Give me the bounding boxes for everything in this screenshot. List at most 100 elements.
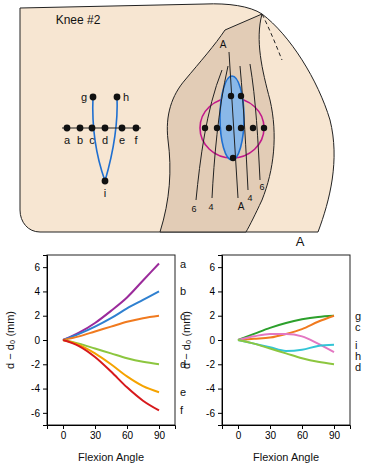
x-tick-mark (238, 425, 239, 429)
point-label: f (134, 134, 138, 146)
x-tick: 60 (122, 425, 134, 441)
x-tick: 90 (329, 425, 341, 441)
point-label: d (102, 134, 108, 146)
grid-dot (202, 125, 208, 131)
y-axis-title: d − d₀ (mm) (180, 311, 192, 369)
y-axis-line (43, 256, 48, 426)
point (114, 94, 121, 101)
x-axis: 0306090 (223, 425, 351, 441)
x-tick-mark (159, 425, 160, 429)
series-label: c (355, 321, 361, 333)
series-line (63, 340, 159, 410)
y-tick-mark (43, 316, 47, 317)
plot-area (63, 264, 159, 411)
y-tick: -6 (206, 408, 222, 419)
y-tick-label: -6 (206, 408, 215, 419)
series-label: b (180, 285, 186, 297)
point (133, 125, 140, 132)
x-axis-line (48, 426, 176, 430)
x-tick-mark (95, 425, 96, 429)
point-label: g (81, 91, 87, 103)
point-label: a (64, 134, 71, 146)
y-tick-mark (218, 267, 222, 268)
x-tick-label: 90 (329, 430, 341, 441)
line-chart: -6-4-202460306090Flexion Angled − d₀ (mm… (180, 255, 361, 463)
y-axis: -6-4-20246 (206, 256, 222, 426)
series-label: d (355, 361, 361, 373)
series-line (63, 316, 159, 340)
y-axis-line (218, 256, 223, 426)
plot-area (238, 316, 334, 365)
plot-frame (222, 255, 350, 425)
contour-line (196, 70, 222, 200)
y-tick-mark (218, 316, 222, 317)
y-tick: 4 (34, 286, 47, 297)
y-tick-mark (218, 340, 222, 341)
y-tick-mark (218, 413, 222, 414)
point (64, 125, 71, 132)
axis-label-letter: A (220, 39, 227, 50)
y-tick-mark (218, 364, 222, 365)
contour-label: 4 (247, 193, 252, 203)
grid-dot (214, 125, 220, 131)
y-tick: 4 (209, 286, 222, 297)
point-label: b (77, 134, 83, 146)
y-tick-label: -6 (31, 408, 40, 419)
point (102, 125, 109, 132)
y-tick-mark (43, 340, 47, 341)
y-tick: -4 (31, 383, 47, 394)
x-tick-label: 0 (61, 430, 67, 441)
y-tick-label: 0 (209, 335, 215, 346)
grid-dot (228, 93, 234, 99)
x-tick-mark (270, 425, 271, 429)
row-line (62, 128, 141, 129)
y-tick-label: -2 (31, 359, 40, 370)
x-tick-label: 90 (154, 430, 166, 441)
y-tick: 0 (34, 335, 47, 346)
plot-frame (47, 255, 175, 425)
line-chart: -6-4-202460306090Flexion Angled − d₀ (mm… (4, 255, 187, 463)
series-line (238, 340, 334, 351)
grid-dot (250, 125, 256, 131)
point (119, 125, 126, 132)
y-tick-mark (43, 364, 47, 365)
x-axis-title: Flexion Angle (78, 451, 144, 463)
y-tick-mark (218, 291, 222, 292)
y-tick: 0 (209, 335, 222, 346)
patella-curve (93, 97, 117, 181)
series-line (63, 291, 159, 340)
contour-label: 6 (191, 204, 196, 214)
grid-dot (238, 125, 244, 131)
grid-dot (226, 125, 232, 131)
grid-dot (230, 155, 236, 161)
x-tick-mark (127, 425, 128, 429)
x-axis-line (223, 426, 351, 430)
point (89, 125, 96, 132)
y-axis: -6 -4 -2 0 2 4 6 (31, 256, 47, 426)
contour-line (250, 64, 260, 180)
y-tick-label: 4 (34, 286, 40, 297)
y-tick-label: 6 (34, 262, 40, 273)
diagram-title: Knee #2 (56, 13, 101, 27)
bone-region (160, 14, 274, 232)
x-tick-label: 60 (297, 430, 309, 441)
y-tick-label: 2 (34, 310, 40, 321)
x-tick: 30 (90, 425, 102, 441)
y-tick-mark (43, 267, 47, 268)
figure: abcdefghiKnee #2AA6446A-6-4-202460306090… (0, 0, 368, 471)
panel-label: A (296, 234, 305, 249)
y-tick: 2 (34, 310, 47, 321)
x-tick-mark (334, 425, 335, 429)
x-tick-mark (302, 425, 303, 429)
x-tick: 0 (236, 425, 242, 441)
y-tick-label: 2 (209, 310, 215, 321)
axis-line (229, 52, 238, 198)
point-label: h (123, 91, 129, 103)
series-label: e (180, 386, 186, 398)
knee-outline (20, 4, 334, 232)
y-tick-label: -4 (31, 383, 40, 394)
point-label: c (89, 134, 95, 146)
y-tick-mark (218, 389, 222, 390)
x-tick-mark (63, 425, 64, 429)
series-line (63, 264, 159, 341)
